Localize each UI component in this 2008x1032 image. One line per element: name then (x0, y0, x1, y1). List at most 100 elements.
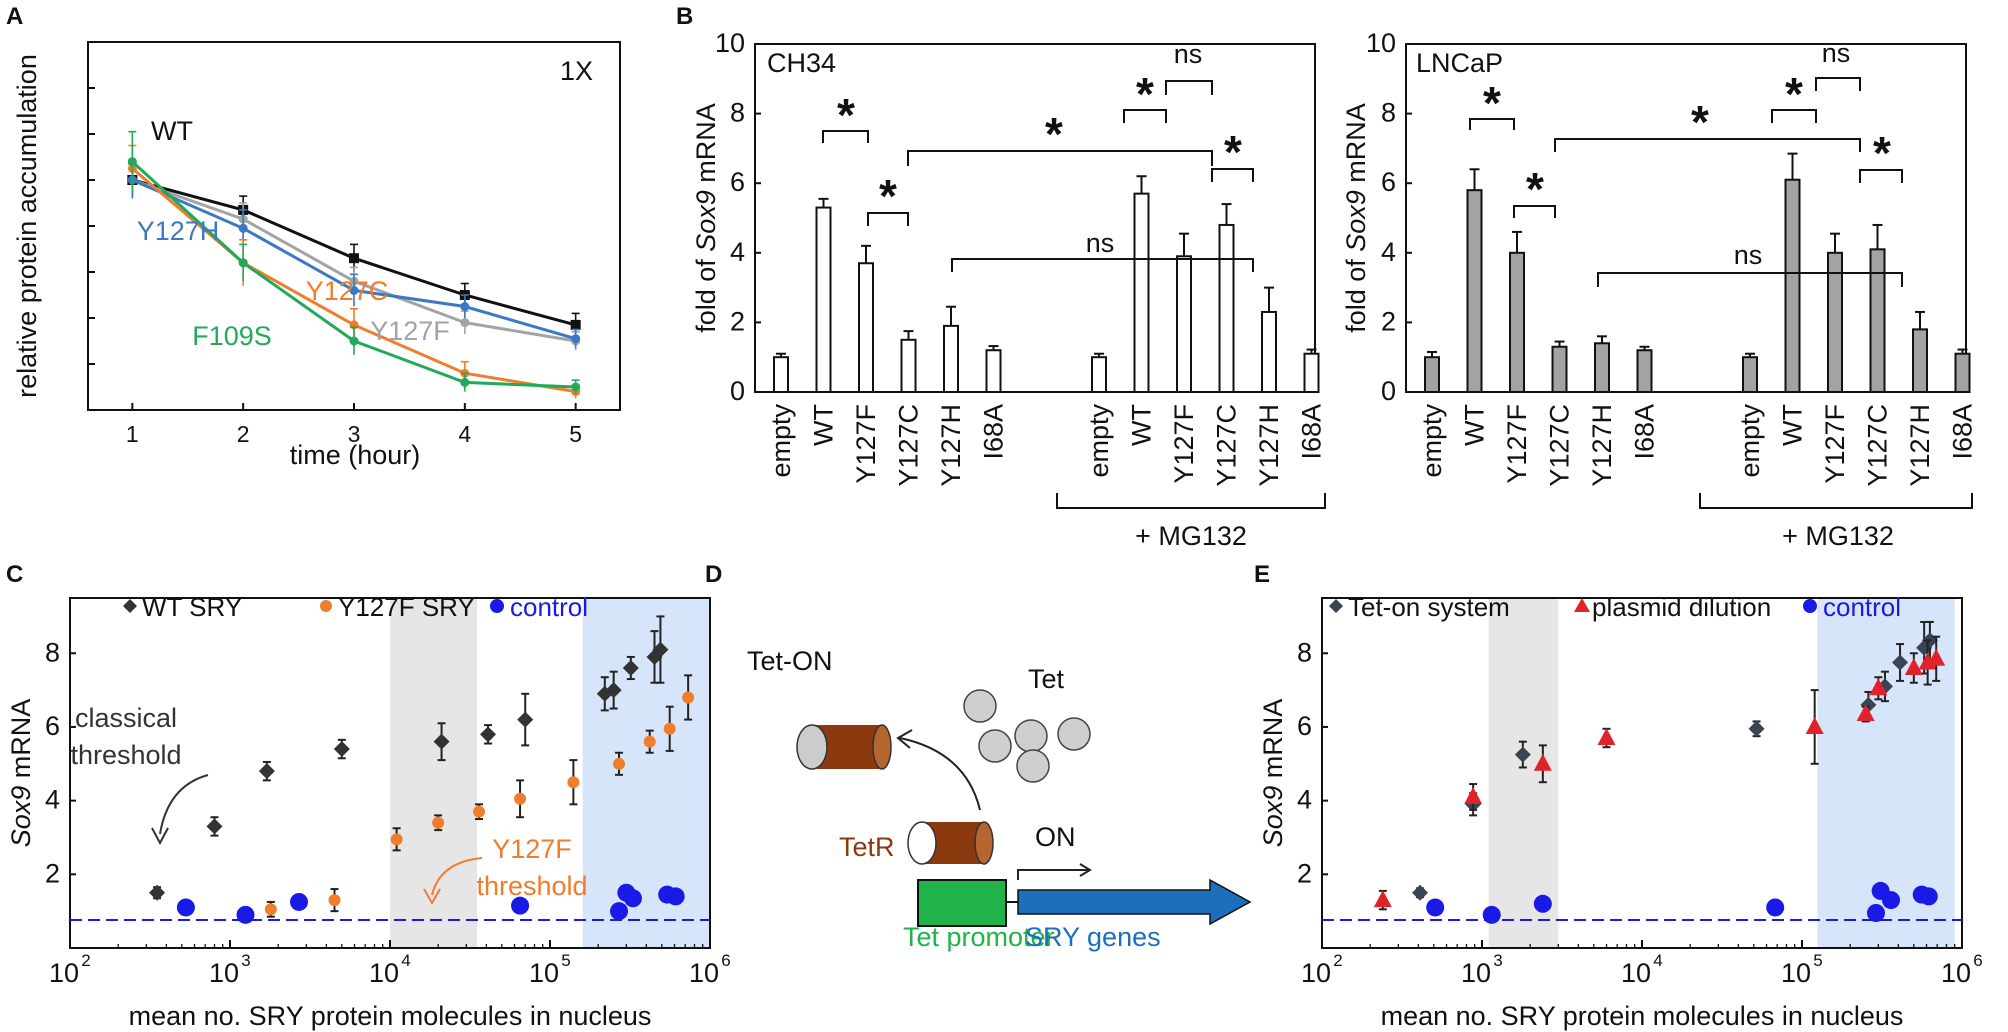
data-point-plasmid-dilution (1904, 658, 1923, 675)
x-tick-exponent: 6 (1973, 951, 1982, 970)
y-tick-label: 0 (1381, 376, 1396, 406)
category-label-y127h: Y127H (1905, 404, 1935, 487)
category-label-y127c: Y127C (1863, 404, 1893, 487)
category-label-i68a: I68A (1297, 404, 1327, 460)
x-tick-label: 5 (569, 421, 582, 447)
category-label-y127h: Y127H (1587, 404, 1617, 487)
panel-e-ylabel-tail: mRNA (1258, 699, 1288, 786)
legend-control-label: control (1823, 592, 1901, 622)
data-point-wt-sry (206, 818, 223, 835)
data-point-f109s (127, 157, 137, 167)
sig-bracket-b2-4 (1771, 109, 1817, 123)
category-label-y127f: Y127F (1169, 404, 1199, 484)
data-point-wt (570, 319, 581, 330)
sig-bracket-b1-4 (1123, 109, 1167, 123)
legend-wt-marker (123, 599, 137, 613)
y-tick-label: 8 (1297, 637, 1312, 667)
x-tick-label: 1 (126, 421, 139, 447)
data-point-y127f-sry (473, 805, 486, 818)
panel-b-right-mg132-bracket (1699, 493, 1973, 509)
bar-i68a (1303, 352, 1320, 393)
panel-c-annotation-y127f: Y127F (492, 834, 572, 864)
x-tick-label: 4 (458, 421, 471, 447)
sig-star-b2-5: * (1873, 127, 1891, 179)
data-point-y127h (349, 285, 359, 295)
data-point-f109s (349, 336, 359, 346)
bar-wt (815, 206, 832, 393)
tet-molecule-icon (963, 689, 997, 723)
sig-bracket-b1-7 (951, 258, 1254, 272)
tetr-bound-cap (907, 821, 937, 865)
diagram-tetr-bound-icon (907, 821, 994, 865)
sig-bracket-b1-5 (1165, 80, 1213, 95)
x-tick-base: 10 (1941, 958, 1971, 988)
x-tick-base: 10 (689, 958, 719, 988)
data-point-plasmid-dilution (1856, 704, 1875, 722)
legend-control-marker (1803, 599, 1817, 613)
panel-b-right-categories: empty WT Y127F Y127C Y127H I68A empty WT Y127F Y1… (1417, 404, 1978, 487)
panel-e-x-axis-title: mean no. SRY protein molecules in nucleu… (1381, 1001, 1904, 1031)
sig-bracket-b2-1 (1469, 118, 1515, 130)
tet-molecule-icon (1016, 749, 1050, 783)
shaded-range (390, 598, 478, 948)
series-label-y127f: Y127F (370, 316, 450, 346)
panel-c-ylabel-tail: mRNA (6, 699, 36, 786)
panel-b-left-ylabel-tail: mRNA (691, 103, 721, 190)
bar-y127h (1594, 342, 1610, 393)
data-point-wt-sry (433, 733, 450, 750)
data-point-y127f-sry (432, 816, 445, 829)
panel-a-x-axis-title: time (hour) (290, 440, 421, 470)
x-tick-exponent: 4 (1653, 951, 1662, 970)
legend-plasmid-label: plasmid dilution (1592, 592, 1771, 622)
data-point-wt (349, 253, 359, 264)
panel-b-right-bars (1424, 152, 1971, 394)
sig-ns-b2-1: ns (1822, 38, 1851, 68)
y-tick-label: 2 (1381, 306, 1396, 336)
y-tick-label: 0 (730, 376, 745, 406)
category-label-wt: WT (1778, 404, 1808, 446)
tet-molecule-icon (1057, 717, 1091, 751)
panel-b-right-frame (1405, 43, 1967, 393)
panel-e-points (1373, 620, 1946, 924)
panel-b-left-cell-line: CH34 (767, 48, 836, 78)
panel-b-left-mg132-bracket (1056, 493, 1326, 509)
x-tick-base: 10 (369, 958, 399, 988)
bar-empty (773, 356, 789, 394)
sig-ns-b1-2: ns (1086, 228, 1115, 258)
x-tick-base: 10 (529, 958, 559, 988)
panel-c-shaded-ranges (390, 598, 710, 948)
diagram-promoter-box (917, 879, 1007, 927)
x-tick-base: 10 (1621, 958, 1651, 988)
data-point-y127f-sry (390, 833, 403, 846)
y-tick-label: 4 (1297, 785, 1312, 815)
diagram-transcription-arrowhead (1079, 863, 1092, 877)
sig-star-b2-3: * (1691, 96, 1709, 148)
category-label-empty: empty (1735, 404, 1765, 478)
panel-b-left-categories: empty WT Y127F Y127C Y127H I68A empty WT Y127F Y1… (766, 404, 1327, 487)
bar-empty (1091, 356, 1107, 394)
category-label-wt: WT (1127, 404, 1157, 446)
tet-molecule-icon (1014, 719, 1048, 753)
panel-b-right-group-label: + MG132 (1782, 521, 1894, 551)
data-point-plasmid-dilution (1464, 786, 1483, 804)
diagram-genes-label: SRY genes (1025, 922, 1161, 952)
data-point-y127h (460, 302, 470, 311)
data-point-control (290, 892, 309, 911)
panel-label-c: C (6, 561, 23, 588)
data-point-plasmid-dilution (1927, 648, 1946, 666)
diagram-tetr-free-icon (796, 724, 892, 770)
data-point-y127h (571, 334, 581, 344)
x-tick-base: 10 (49, 958, 79, 988)
x-tick-base: 10 (1461, 958, 1491, 988)
category-label-wt: WT (809, 404, 839, 446)
data-point-y127f-sry (264, 903, 277, 916)
y-tick-label: 6 (730, 167, 745, 197)
x-tick-exponent: 6 (721, 951, 730, 970)
sig-star-b2-4: * (1785, 68, 1803, 120)
diagram-tet-on-label: Tet-ON (747, 646, 833, 676)
data-point-y127h (238, 223, 248, 233)
data-point-control (666, 887, 685, 906)
panel-b-right-cell-line: LNCaP (1416, 48, 1503, 78)
series-label-y127c: Y127C (306, 276, 389, 306)
data-point-plasmid-dilution (1597, 728, 1616, 745)
